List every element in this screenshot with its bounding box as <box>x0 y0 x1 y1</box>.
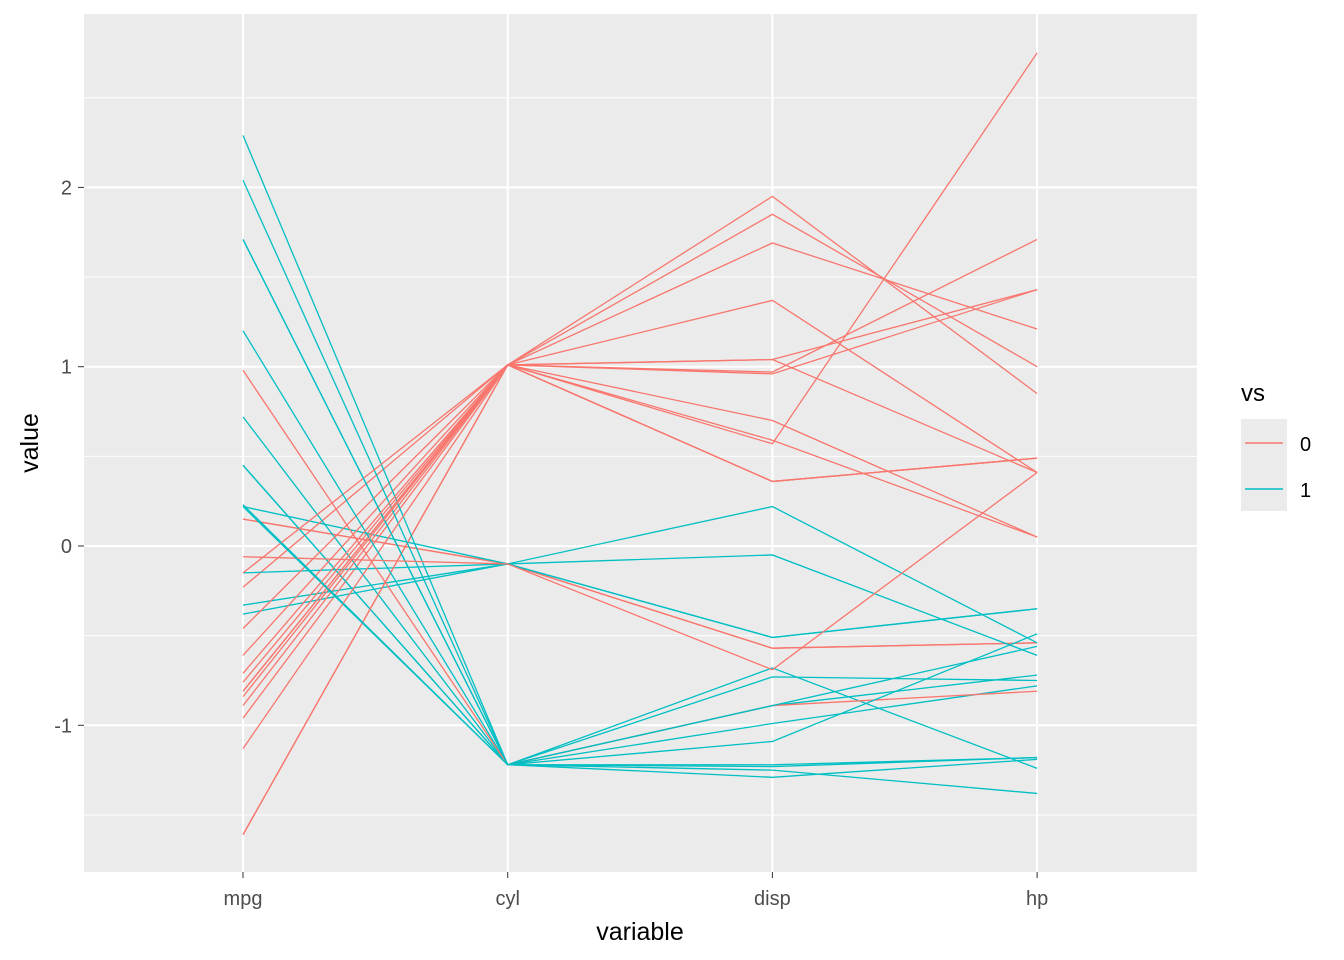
series-line-vs-1 <box>242 179 1038 768</box>
series-line-vs-1 <box>242 464 1038 766</box>
x-tick-label: cyl <box>495 888 519 910</box>
series-line-vs-0 <box>242 238 1038 674</box>
legend-label: 0 <box>1300 434 1311 456</box>
series-line-vs-0 <box>242 364 1038 683</box>
x-tick-label: mpg <box>224 888 263 910</box>
legend: vs 0 1 <box>1241 380 1311 511</box>
legend-label: 1 <box>1300 480 1311 502</box>
series-line-vs-0 <box>242 299 1038 574</box>
series-line-vs-0 <box>242 288 1038 749</box>
series-line-vs-1 <box>242 135 1038 778</box>
series-line-vs-0 <box>242 288 1038 719</box>
y-axis-title: value <box>16 413 44 473</box>
legend-key-background <box>1241 419 1287 511</box>
series-lines <box>242 52 1038 835</box>
series-line-vs-0 <box>242 242 1038 706</box>
y-tick-label: -1 <box>54 715 72 737</box>
legend-title: vs <box>1241 380 1265 407</box>
plot-panel <box>84 14 1197 872</box>
x-axis: mpg cyl disp hp <box>224 872 1048 910</box>
series-line-vs-1 <box>242 239 1038 766</box>
series-line-vs-0 <box>242 213 1038 835</box>
series-line-vs-1 <box>242 554 1038 656</box>
y-axis: -1 0 1 2 <box>54 177 84 737</box>
series-line-vs-1 <box>242 416 1038 769</box>
series-line-vs-0 <box>242 471 1038 671</box>
gridlines <box>84 14 1197 872</box>
y-tick-label: 2 <box>61 177 72 199</box>
series-line-vs-0 <box>242 364 1038 692</box>
y-tick-label: 0 <box>61 536 72 558</box>
x-tick-label: disp <box>754 888 791 910</box>
series-line-vs-1 <box>242 330 1038 766</box>
series-line-vs-1 <box>242 506 1038 766</box>
series-line-vs-1 <box>242 563 1038 639</box>
y-tick-label: 1 <box>61 357 72 379</box>
x-axis-title: variable <box>596 918 684 946</box>
series-line-vs-0 <box>242 52 1038 698</box>
x-tick-label: hp <box>1026 888 1048 910</box>
